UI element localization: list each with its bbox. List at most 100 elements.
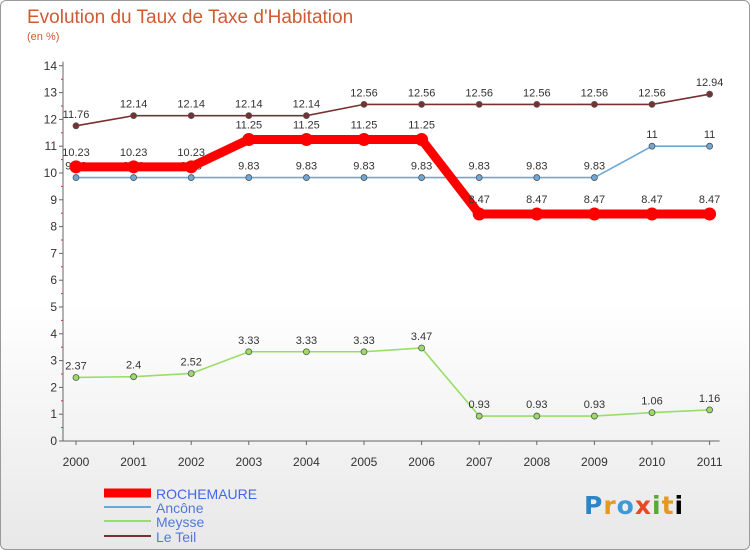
data-point [357,133,371,146]
data-label: 10.23 [120,147,148,159]
data-point [360,348,368,356]
x-tick-label: 2007 [466,455,493,469]
legend-label: Meysse [156,514,204,530]
x-tick-label: 2001 [120,455,147,469]
data-point [72,174,80,181]
series-line [76,145,710,179]
data-label: 2.4 [126,360,141,372]
data-label: 12.14 [177,99,205,111]
data-label: 2.37 [65,360,86,372]
data-label: 0.93 [526,399,547,411]
legend-label: Ancône [156,500,204,516]
data-label: 10.23 [177,147,205,159]
data-point [706,90,713,98]
data-point [648,100,656,108]
data-point [245,174,253,181]
data-point [418,100,426,108]
data-point [130,174,138,181]
data-point [72,374,80,381]
data-point [360,174,368,181]
data-label: 1.06 [641,396,662,408]
data-point [706,142,713,150]
data-point [530,207,544,221]
y-tick-label: 12 [44,112,58,126]
data-label: 12.56 [638,87,666,99]
data-label: 9.83 [526,161,547,173]
data-label: 11 [646,129,657,141]
data-label: 3.33 [353,335,374,347]
data-point [591,412,598,420]
data-label: 11 [704,129,715,141]
x-tick-label: 2003 [235,455,262,469]
data-point [72,122,80,130]
data-label: 12.56 [408,87,436,99]
data-label: 1.16 [699,393,720,405]
x-tick-label: 2005 [351,455,378,469]
data-label: 11.25 [293,120,320,132]
data-point [187,370,195,377]
data-point [533,100,541,108]
data-label: 12.14 [235,99,263,111]
data-label: 9.83 [411,161,432,173]
y-tick-label: 11 [45,139,58,153]
series-line [75,93,710,127]
data-point [645,207,659,221]
data-label: 3.33 [238,335,259,347]
data-label: 11.25 [408,120,435,132]
data-point [187,174,195,181]
data-point [360,100,368,108]
data-point [242,133,256,146]
data-point [184,160,198,174]
chart-title: Evolution du Taux de Taxe d'Habitation [27,7,354,28]
y-tick-label: 3 [50,354,57,368]
data-point [591,174,598,181]
legend-label: Le Teil [156,529,196,545]
data-point [533,412,541,420]
data-label: 11.76 [63,109,90,121]
data-point [299,133,313,146]
data-point [302,112,310,120]
data-label: 8.47 [699,194,720,206]
data-label: 12.94 [696,77,724,89]
y-tick-label: 2 [50,380,57,394]
data-label: 12.56 [350,87,378,99]
data-point [302,174,310,181]
y-tick-label: 6 [50,273,57,287]
data-point [706,406,713,414]
data-point [475,174,483,181]
data-label: 8.47 [641,194,662,206]
y-tick-label: 13 [44,86,58,100]
x-tick-label: 2008 [523,455,550,469]
y-tick-label: 1 [50,407,57,421]
data-label: 8.47 [526,194,547,206]
data-point [69,160,83,174]
data-label: 0.93 [468,399,489,411]
data-label: 2.52 [180,356,201,368]
data-point [245,348,253,356]
x-tick-label: 2006 [408,455,435,469]
y-tick-label: 14 [44,59,58,73]
series-line [75,347,710,417]
y-tick-label: 7 [50,246,57,260]
data-label: 9.83 [296,161,317,173]
x-tick-label: 2004 [293,455,320,469]
data-point [127,160,141,174]
data-label: 11.25 [235,120,262,132]
y-tick-label: 10 [44,166,58,180]
data-label: 8.47 [584,194,605,206]
x-tick-label: 2002 [178,455,205,469]
data-label: 3.47 [411,331,432,343]
chart-subtitle: (en %) [27,31,60,43]
y-tick-label: 4 [50,327,57,341]
data-point [475,412,483,420]
data-label: 9.83 [353,161,374,173]
data-label: 9.83 [238,161,259,173]
proxiti-logo: Proxiti [584,491,685,520]
legend-label: ROCHEMAURE [156,486,257,502]
data-point [591,100,598,108]
data-point [245,112,253,120]
data-label: 8.47 [468,194,489,206]
data-label: 10.23 [62,147,90,159]
y-tick-label: 9 [50,193,57,207]
data-point [648,142,656,150]
